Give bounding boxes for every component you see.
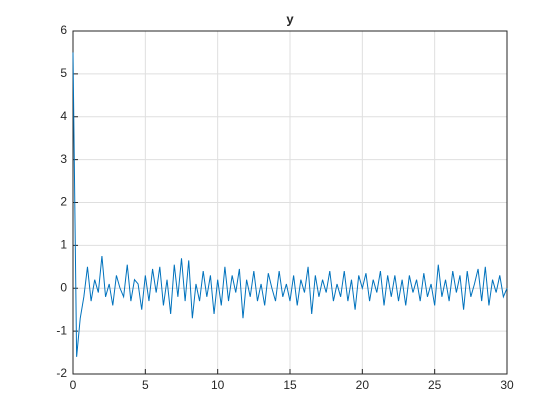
x-tick-label: 0 (70, 378, 77, 392)
chart-title: y (286, 11, 294, 26)
y-tick-label: -2 (56, 366, 67, 380)
x-tick-label: 15 (283, 378, 297, 392)
data-line (72, 52, 508, 357)
y-tick-label: 3 (60, 152, 67, 166)
y-tick-label: 4 (60, 109, 67, 123)
x-tick-label: 20 (356, 378, 370, 392)
axes-box (72, 30, 508, 375)
x-tick-label: 5 (142, 378, 149, 392)
y-tick-label: 0 (60, 280, 67, 294)
y-tick-label: 1 (60, 238, 67, 252)
y-tick-label: 2 (60, 195, 67, 209)
x-tick-label: 10 (211, 378, 225, 392)
y-tick-label: 6 (60, 23, 67, 37)
x-tick-label: 30 (500, 378, 514, 392)
x-tick-label: 25 (428, 378, 442, 392)
y-tick-label: 5 (60, 66, 67, 80)
y-tick-label: -1 (56, 323, 67, 337)
